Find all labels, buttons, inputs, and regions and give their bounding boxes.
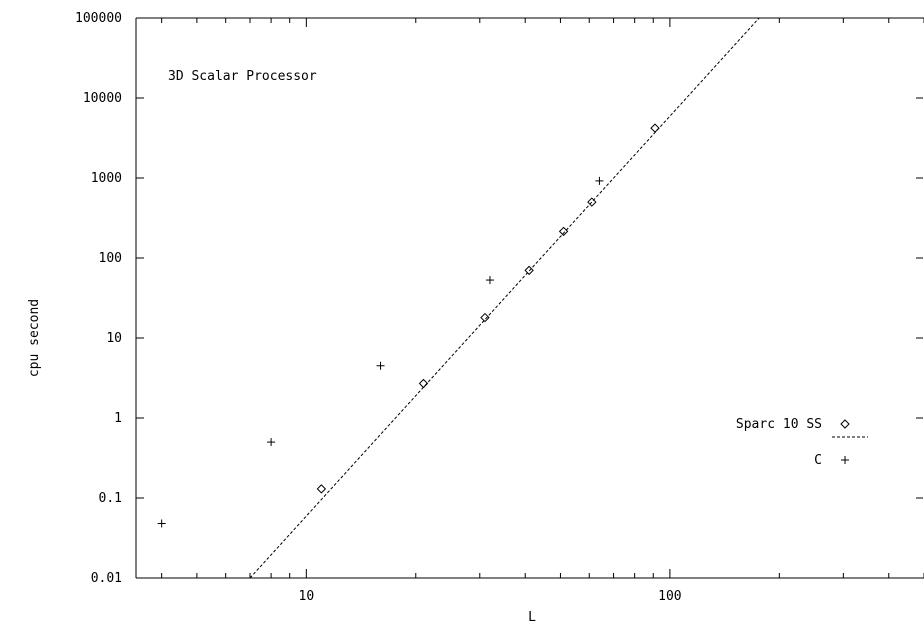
legend-plus-marker bbox=[841, 456, 849, 464]
x-axis-label: L bbox=[528, 610, 536, 625]
x-tick-label: 10 bbox=[299, 589, 315, 604]
x-axis: 10 100 bbox=[161, 18, 924, 604]
y-tick-label: 0.01 bbox=[91, 571, 122, 586]
sparc-point bbox=[558, 226, 569, 237]
c-point bbox=[376, 361, 385, 370]
c-point bbox=[485, 276, 494, 285]
y-tick-label: 1000 bbox=[91, 171, 122, 186]
y-tick-label: 0.1 bbox=[99, 491, 122, 506]
plot-frame bbox=[135, 17, 924, 579]
c-point bbox=[267, 438, 276, 447]
legend-label: C bbox=[814, 453, 822, 468]
legend-label: Sparc 10 SS bbox=[736, 417, 822, 432]
y-tick-label: 100 bbox=[99, 251, 122, 266]
data-points bbox=[157, 123, 660, 528]
y-tick-label: 100000 bbox=[75, 11, 122, 26]
y-tick-label: 1 bbox=[114, 411, 122, 426]
sparc-point bbox=[480, 312, 490, 323]
c-point bbox=[595, 176, 604, 185]
sparc-point bbox=[316, 484, 327, 494]
fit-line bbox=[249, 17, 760, 579]
annotation-label: 3D Scalar Processor bbox=[168, 69, 317, 84]
fit-line-layer bbox=[249, 17, 760, 579]
sparc-point bbox=[418, 378, 429, 389]
legend: Sparc 10 SS C bbox=[736, 417, 868, 468]
y-axis: 0.01 0.1 1 10 100 1000 10000 100000 bbox=[75, 11, 923, 586]
y-tick-label: 10000 bbox=[83, 91, 122, 106]
sparc-point bbox=[524, 265, 534, 276]
y-axis-label: cpu second bbox=[27, 299, 42, 377]
x-tick-label: 100 bbox=[658, 589, 681, 604]
sparc-point bbox=[587, 197, 597, 207]
sparc-point bbox=[650, 123, 660, 133]
legend-diamond-marker bbox=[840, 419, 850, 429]
c-point bbox=[157, 519, 166, 528]
y-tick-label: 10 bbox=[106, 331, 122, 346]
